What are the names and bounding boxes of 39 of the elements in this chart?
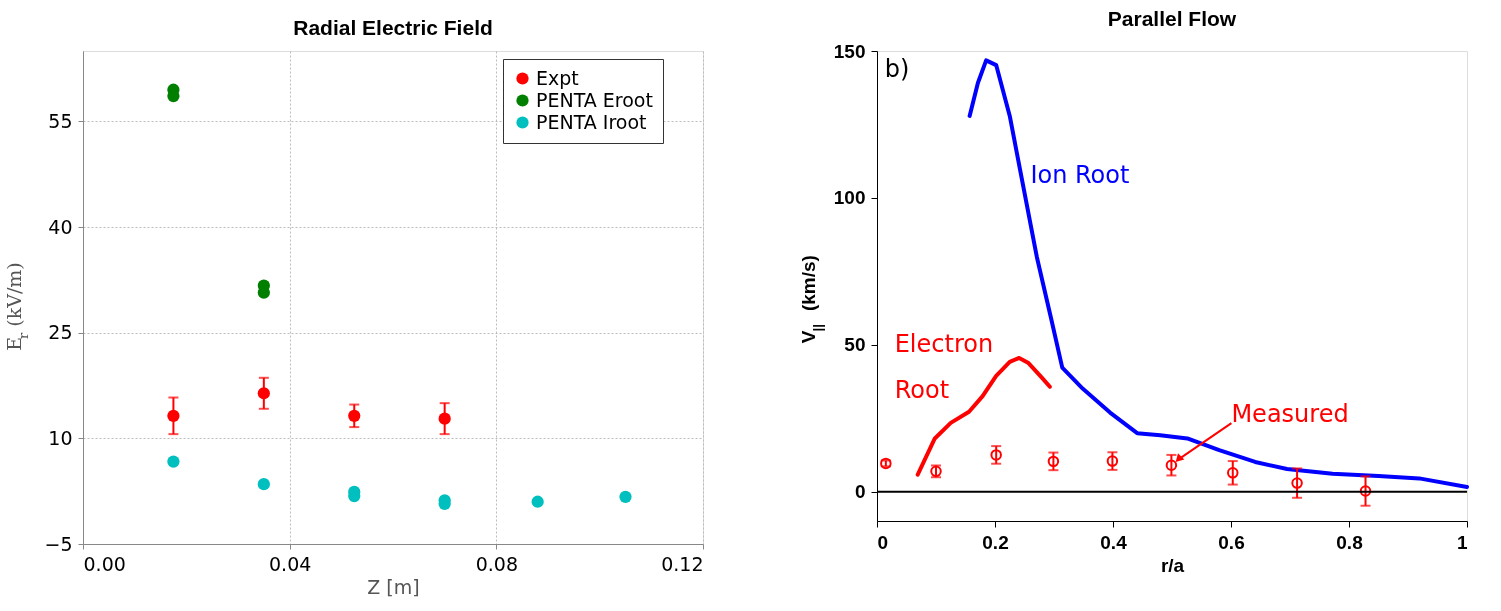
x-tick-label: 0.8 <box>1336 531 1363 553</box>
chart-title: Parallel Flow <box>1107 7 1237 30</box>
x-tick-label: 0.4 <box>1100 531 1128 553</box>
y-axis-title: Er (kV/m) <box>3 262 31 351</box>
point <box>1227 467 1239 479</box>
y-tick-label: 55 <box>48 109 73 132</box>
x-axis-title: r/a <box>1160 554 1185 576</box>
point <box>1291 477 1303 489</box>
chart-title: Radial Electric Field <box>293 16 493 39</box>
x-tick-label: 0 <box>877 531 889 553</box>
x-axis-title: Z [m] <box>367 575 420 598</box>
x-tick-label: 0.04 <box>269 552 312 575</box>
y-tick-label: 50 <box>844 334 866 356</box>
y-tick-label: 25 <box>48 321 73 344</box>
annotation: Measured <box>1231 400 1349 429</box>
annotation: Electron Root <box>894 330 994 404</box>
legend-label: PENTA Iroot <box>536 110 647 133</box>
y-tick-label: 40 <box>48 215 73 238</box>
point <box>1047 455 1060 468</box>
y-axis-title: V|| (km/s) <box>798 255 825 344</box>
y-tick-label: 0 <box>854 481 866 503</box>
x-tick-label: 0.00 <box>83 552 126 575</box>
point <box>1165 459 1178 471</box>
x-tick-label: 0.12 <box>661 552 704 575</box>
x-tick-label: 0.08 <box>475 552 518 575</box>
y-tick-label: 150 <box>833 40 866 62</box>
legend-label: Expt <box>536 66 579 89</box>
x-tick-label: 1 <box>1456 531 1468 553</box>
x-tick-label: 0.6 <box>1218 531 1245 553</box>
point <box>990 449 1002 461</box>
point <box>1359 485 1372 497</box>
y-tick-label: −5 <box>44 532 73 555</box>
annotation: Ion Root <box>1030 160 1130 189</box>
legend-label: PENTA Eroot <box>536 88 653 111</box>
y-tick-label: 10 <box>48 426 73 449</box>
point <box>1106 455 1119 467</box>
y-tick-label: 100 <box>833 187 866 209</box>
annotation: b) <box>884 55 910 84</box>
x-tick-label: 0.2 <box>982 531 1009 553</box>
